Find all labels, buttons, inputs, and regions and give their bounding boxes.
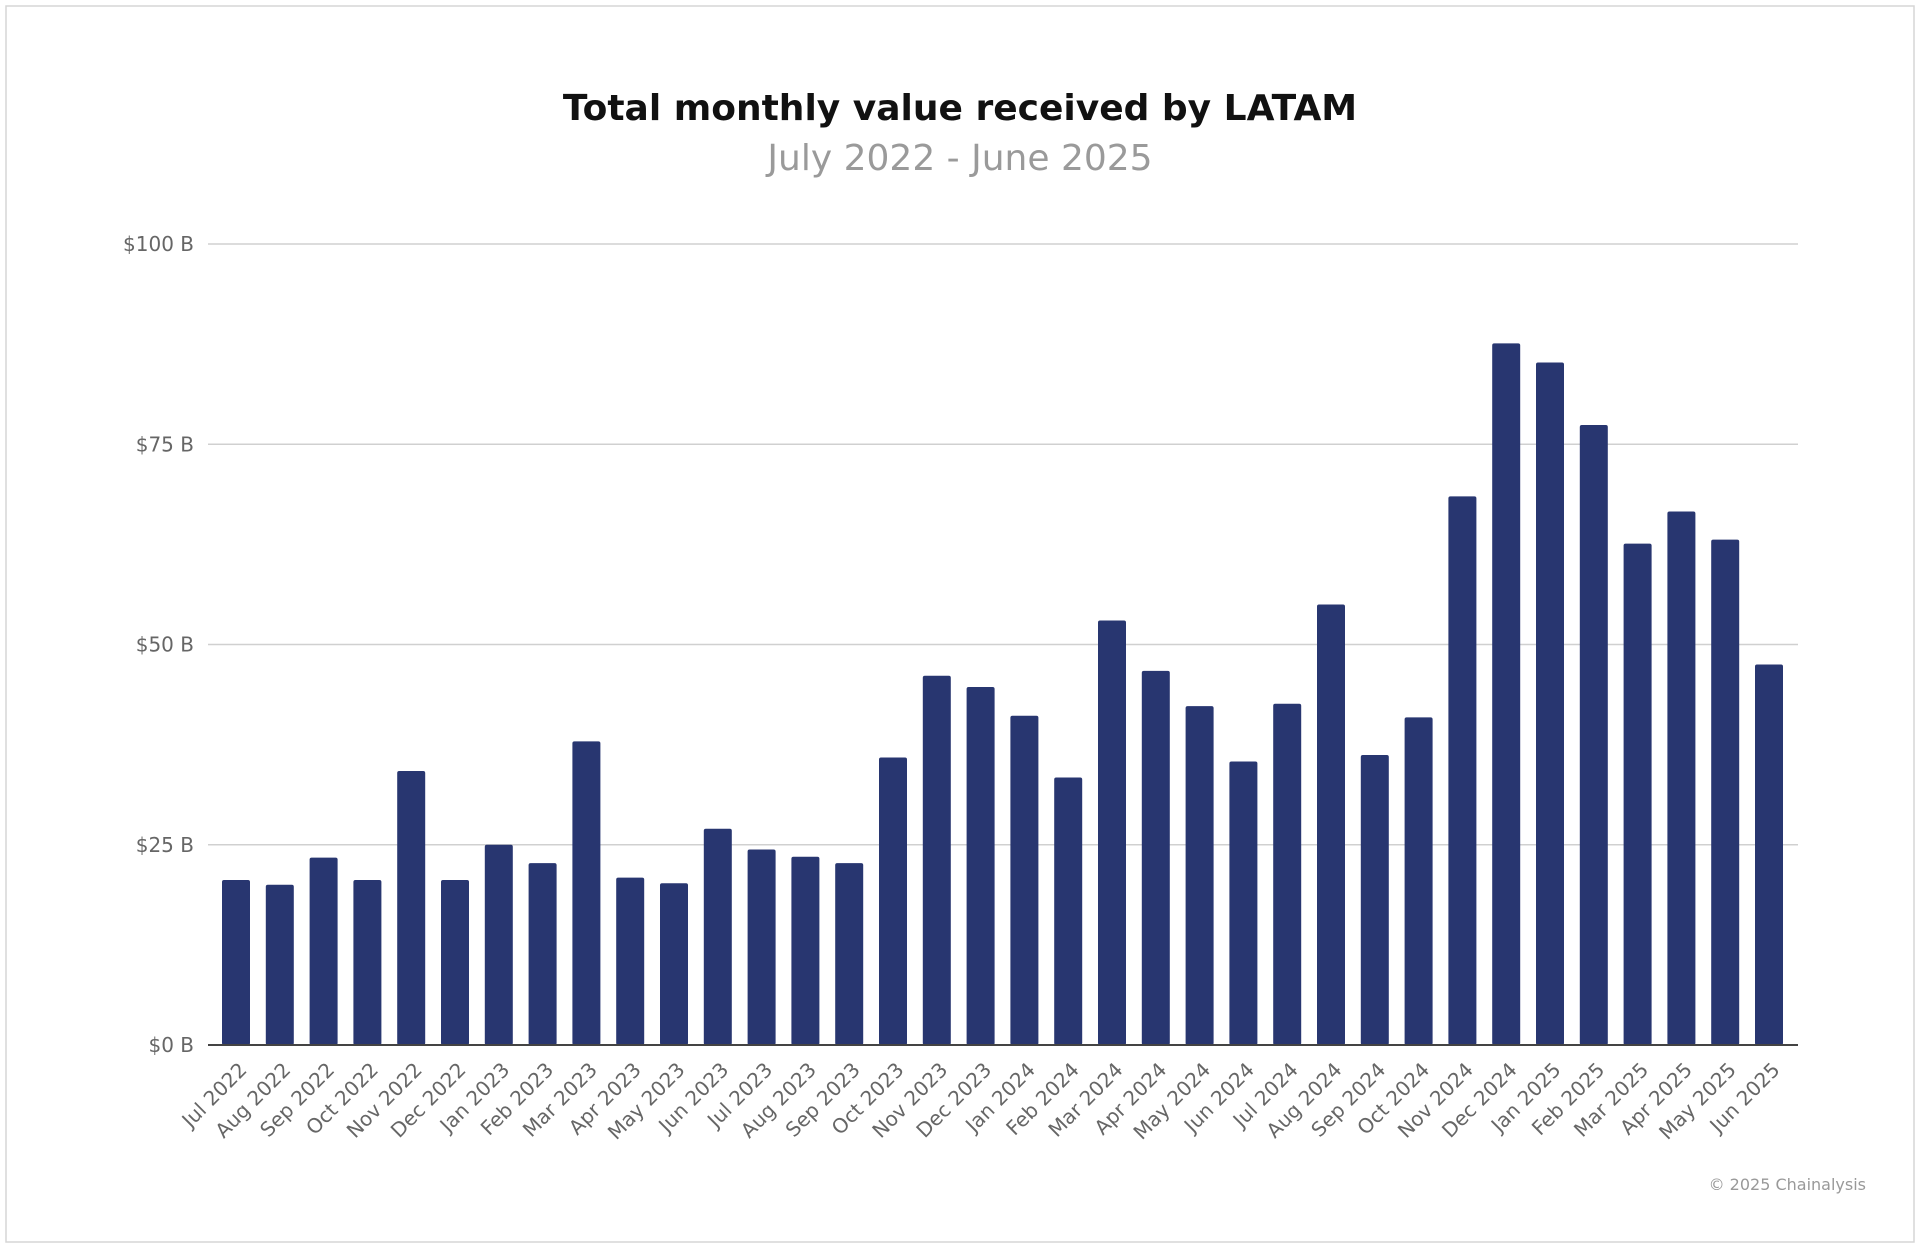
- copyright-footer: © 2025 Chainalysis: [1709, 1175, 1866, 1194]
- bar: [660, 883, 688, 1045]
- bar: [1229, 761, 1258, 1045]
- bar: [1185, 706, 1214, 1045]
- bar: [1711, 539, 1740, 1045]
- y-tick-label: $75 B: [136, 432, 194, 456]
- bar: [353, 879, 382, 1045]
- chart-subtitle: July 2022 - June 2025: [765, 138, 1152, 179]
- bar: [791, 856, 820, 1045]
- bar: [528, 863, 557, 1045]
- bar: [484, 844, 513, 1045]
- bar: [1010, 715, 1039, 1045]
- bar: [747, 849, 776, 1045]
- y-tick-label: $0 B: [148, 1033, 194, 1057]
- y-tick-label: $50 B: [136, 633, 194, 657]
- bar: [441, 879, 469, 1045]
- y-tick-label: $25 B: [136, 833, 194, 857]
- bar: [1360, 755, 1389, 1045]
- bar: [1141, 670, 1170, 1045]
- bar: [1536, 362, 1564, 1046]
- bar: [922, 675, 951, 1045]
- bar: [1623, 543, 1652, 1045]
- bar: [616, 877, 645, 1045]
- bar: [572, 741, 601, 1045]
- bar: [879, 757, 907, 1045]
- bar: [265, 884, 294, 1045]
- bar: [1579, 425, 1608, 1045]
- bar: [1054, 777, 1083, 1045]
- bar: [703, 828, 732, 1045]
- bar: [835, 863, 864, 1045]
- bar: [1098, 620, 1126, 1045]
- bar: [309, 857, 338, 1045]
- bar: [1492, 343, 1521, 1046]
- bar: [1273, 703, 1302, 1045]
- bar: [222, 879, 250, 1045]
- bar: [1667, 511, 1696, 1045]
- bar: [1317, 604, 1345, 1045]
- bar: [1755, 664, 1783, 1045]
- bar: [397, 771, 426, 1045]
- y-tick-label: $100 B: [123, 232, 194, 256]
- bar: [966, 686, 995, 1045]
- bar: [1448, 496, 1477, 1045]
- bar: [1404, 717, 1433, 1045]
- chart-title: Total monthly value received by LATAM: [563, 88, 1357, 129]
